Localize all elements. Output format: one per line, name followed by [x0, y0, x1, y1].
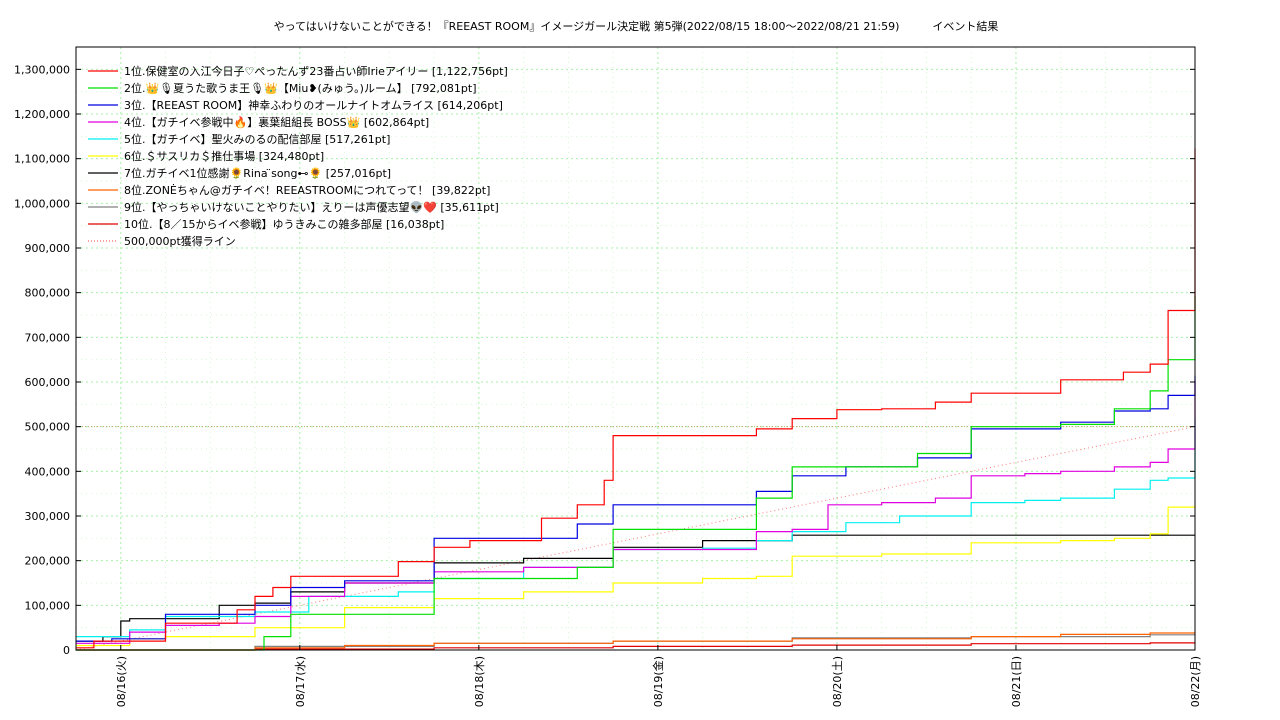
legend-label: 9位.【やっちゃいけないことやりたい】えりーは声優志望👽❤️ [35,611pt…: [124, 200, 499, 214]
series-line: [76, 642, 1196, 651]
legend-label: 7位.ガチイベ1位感謝🌻Rina ̈song⊷🌻 [257,016pt]: [124, 166, 391, 180]
legend-label: 5位.【ガチイベ】聖火みのるの配信部屋 [517,261pt]: [124, 132, 390, 146]
y-tick-label: 900,000: [25, 242, 71, 255]
series-line: [76, 419, 1196, 638]
x-tick-label: 08/22(月): [1189, 656, 1202, 707]
legend-label: 6位.＄サスリカ＄推仕事場 [324,480pt]: [124, 149, 324, 163]
x-tick-label: 08/16(火): [115, 656, 128, 707]
x-tick-label: 08/17(水): [294, 656, 307, 707]
grid: [75, 47, 1196, 651]
series-line: [76, 375, 1196, 642]
legend-label: 3位.【REEAST ROOM】神幸ふわりのオールナイトオムライス [614,2…: [124, 98, 503, 112]
series-line: [76, 534, 1195, 642]
y-tick-label: 1,200,000: [14, 108, 70, 121]
y-axis: 0 100,000 200,000 300,000 400,000 500,000 600,…: [14, 63, 1195, 657]
legend-label: 1位.保健室の入江今日子♡ぺったんず23番占い師Irieアイリー [1,122,…: [124, 64, 508, 78]
series-line: [76, 632, 1196, 651]
series-line: [76, 296, 1196, 651]
x-tick-label: 08/18(木): [473, 656, 486, 707]
y-tick-label: 100,000: [25, 599, 71, 612]
legend-label: 10位.【8／15からイベ参戦】ゆうきみこの雑多部屋 [16,038pt]: [124, 217, 444, 231]
x-tick-label: 08/19(金): [651, 656, 665, 707]
legend: 1位.保健室の入江今日子♡ぺったんず23番占い師Irieアイリー [1,122,…: [88, 64, 508, 248]
series-line: [76, 505, 1196, 647]
y-tick-label: 400,000: [25, 465, 71, 478]
plot-frame: [75, 46, 1196, 651]
y-tick-label: 300,000: [25, 510, 71, 523]
y-tick-label: 600,000: [25, 376, 71, 389]
legend-label: 4位.【ガチイベ参戦中🔥】裏葉組組長 BOSS👑 [602,864pt]: [124, 115, 429, 129]
y-tick-label: 1,000,000: [14, 197, 70, 210]
x-axis: 08/16(火) 08/17(水) 08/18(木) 08/19(金) 08/20(土)…: [115, 645, 1202, 707]
y-tick-label: 800,000: [25, 287, 71, 300]
y-tick-label: 500,000: [25, 421, 71, 434]
legend-label: 8位.ZONĖちゃん@ガチイベ！REEASTROOMにつれてって！ [39,82…: [124, 183, 490, 197]
series-line: [76, 148, 1196, 649]
legend-label: 2位.👑🎙夏うた歌うま王🎙👑【Miu❥(みゅう。)ルーム】 [792,081pt…: [124, 81, 477, 95]
x-tick-label: 08/21(日): [1010, 656, 1023, 707]
series-line: [76, 380, 1196, 644]
x-tick-label: 08/20(土): [831, 656, 844, 707]
legend-label-threshold: 500,000pt獲得ライン: [124, 235, 236, 248]
y-tick-label: 0: [63, 644, 70, 657]
y-tick-label: 700,000: [25, 331, 71, 344]
y-tick-label: 200,000: [25, 555, 71, 568]
y-tick-label: 1,300,000: [14, 63, 70, 76]
y-tick-label: 1,100,000: [14, 153, 70, 166]
chart-title: やってはいけないことができる！『REEAST ROOM』イメージガール決定戦 第…: [274, 19, 999, 33]
threshold-layer: [75, 426, 1196, 651]
series-layer: [76, 148, 1196, 651]
